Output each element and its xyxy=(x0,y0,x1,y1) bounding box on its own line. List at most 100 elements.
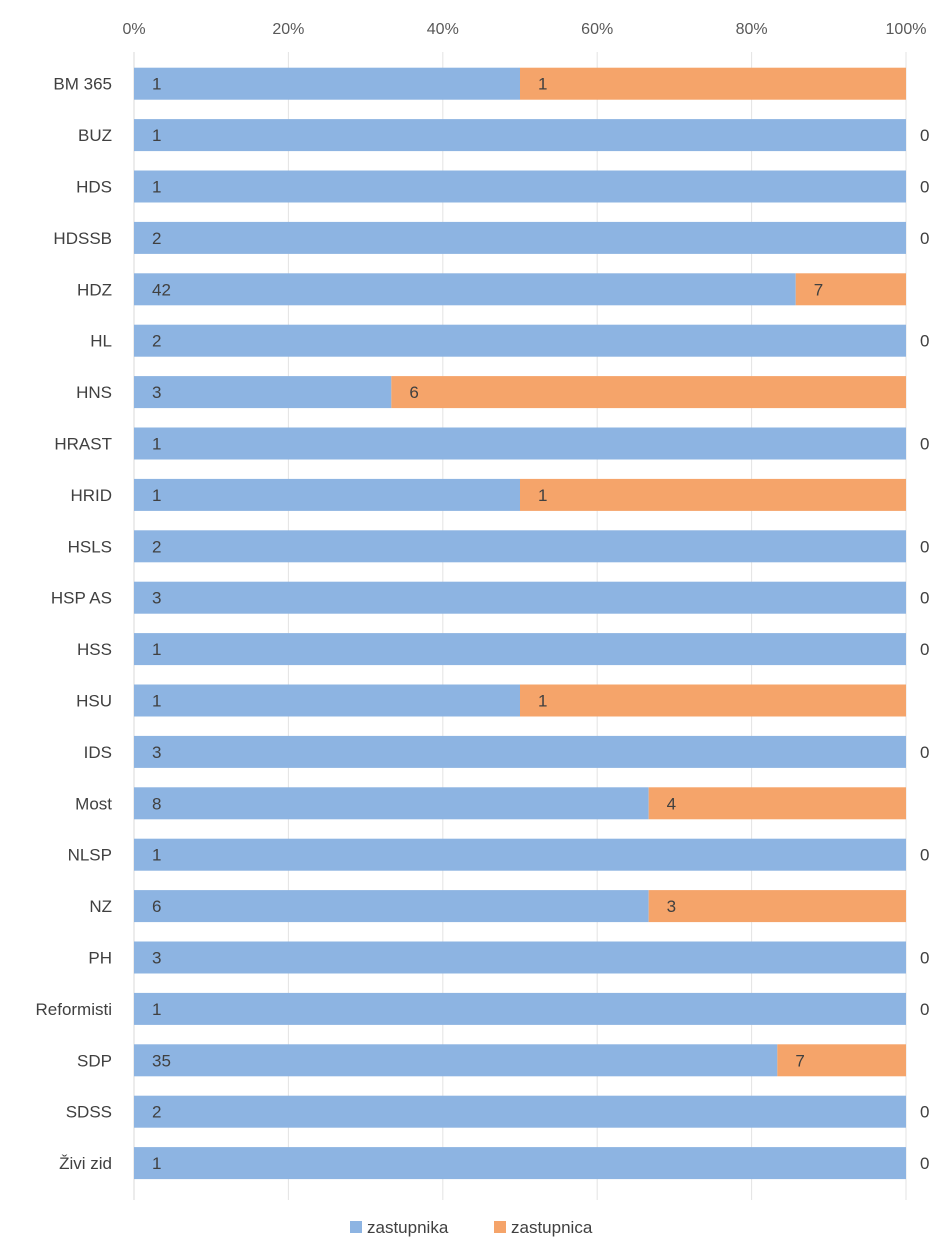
x-tick-label: 60% xyxy=(581,21,613,38)
data-label-zastupnica: 3 xyxy=(667,897,676,916)
bar-zastupnika xyxy=(134,1147,906,1180)
category-label: HSU xyxy=(76,692,112,711)
bar-zastupnika xyxy=(134,530,906,563)
x-tick-label: 0% xyxy=(122,21,145,38)
data-label-zastupnika: 1 xyxy=(152,1154,161,1173)
data-label-zastupnika: 3 xyxy=(152,949,161,968)
data-label-zastupnica: 0 xyxy=(920,640,929,659)
category-label: Most xyxy=(75,794,112,813)
category-label: BUZ xyxy=(78,126,112,145)
bar-zastupnika xyxy=(134,838,906,871)
bar-zastupnika xyxy=(134,324,906,357)
data-label-zastupnika: 2 xyxy=(152,537,161,556)
data-label-zastupnika: 2 xyxy=(152,229,161,248)
category-label: IDS xyxy=(84,743,112,762)
legend: zastupnika zastupnica xyxy=(350,1218,593,1237)
data-label-zastupnica: 0 xyxy=(920,178,929,197)
bar-zastupnica xyxy=(648,787,906,820)
category-label: HDSSB xyxy=(53,229,112,248)
data-label-zastupnica: 0 xyxy=(920,1154,929,1173)
category-labels: BM 365 BUZ HDS HDSSB HDZ HL HNS HRAST HRID HSLS HS… xyxy=(35,75,112,1173)
category-label: NLSP xyxy=(68,846,112,865)
data-label-zastupnika: 1 xyxy=(152,1000,161,1019)
category-label: HSLS xyxy=(68,537,112,556)
data-label-zastupnica: 0 xyxy=(920,743,929,762)
x-tick-label: 80% xyxy=(736,21,768,38)
bar-zastupnica xyxy=(520,478,906,511)
data-label-zastupnica: 0 xyxy=(920,1103,929,1122)
data-label-zastupnica: 1 xyxy=(538,692,547,711)
data-label-zastupnika: 2 xyxy=(152,1103,161,1122)
data-label-zastupnica: 0 xyxy=(920,589,929,608)
legend-swatch-zastupnica xyxy=(494,1221,506,1233)
data-label-zastupnica: 1 xyxy=(538,75,547,94)
bar-zastupnica xyxy=(520,684,906,717)
data-labels: 1 1 1 0 1 0 2 0 42 7 2 0 3 6 1 0 1 1 2 0 3 0 1 0 1 1 3 0 8 4 1 0 6 3 3 0 1 0 3… xyxy=(152,75,929,1173)
category-label: HNS xyxy=(76,383,112,402)
category-label: NZ xyxy=(89,897,112,916)
category-label: SDP xyxy=(77,1051,112,1070)
bar-zastupnika xyxy=(134,1044,778,1077)
data-label-zastupnica: 0 xyxy=(920,435,929,454)
category-label: HRID xyxy=(70,486,112,505)
data-label-zastupnica: 0 xyxy=(920,126,929,145)
data-label-zastupnika: 2 xyxy=(152,332,161,351)
bar-zastupnica xyxy=(777,1044,906,1077)
data-label-zastupnika: 42 xyxy=(152,280,171,299)
data-label-zastupnika: 1 xyxy=(152,846,161,865)
data-label-zastupnika: 1 xyxy=(152,692,161,711)
data-label-zastupnica: 0 xyxy=(920,949,929,968)
category-label: Reformisti xyxy=(35,1000,112,1019)
data-label-zastupnika: 3 xyxy=(152,743,161,762)
category-label: HSS xyxy=(77,640,112,659)
x-tick-label: 100% xyxy=(886,21,927,38)
x-tick-label: 40% xyxy=(427,21,459,38)
bar-zastupnika xyxy=(134,273,796,306)
bar-zastupnika xyxy=(134,633,906,666)
category-label: SDSS xyxy=(66,1103,112,1122)
legend-label-zastupnika: zastupnika xyxy=(367,1218,449,1237)
data-label-zastupnica: 1 xyxy=(538,486,547,505)
data-label-zastupnika: 3 xyxy=(152,383,161,402)
bar-zastupnika xyxy=(134,427,906,460)
legend-swatch-zastupnika xyxy=(350,1221,362,1233)
category-label: HL xyxy=(90,332,112,351)
bar-zastupnika xyxy=(134,119,906,152)
bar-zastupnika xyxy=(134,581,906,614)
data-label-zastupnica: 0 xyxy=(920,229,929,248)
legend-label-zastupnica: zastupnica xyxy=(511,1218,593,1237)
bar-zastupnika xyxy=(134,941,906,974)
bar-zastupnika xyxy=(134,376,392,409)
data-label-zastupnica: 0 xyxy=(920,1000,929,1019)
data-label-zastupnika: 1 xyxy=(152,486,161,505)
category-label: HDZ xyxy=(77,280,112,299)
data-label-zastupnika: 6 xyxy=(152,897,161,916)
data-label-zastupnica: 4 xyxy=(667,794,676,813)
data-label-zastupnika: 1 xyxy=(152,178,161,197)
data-label-zastupnika: 1 xyxy=(152,126,161,145)
bar-zastupnika xyxy=(134,992,906,1025)
data-label-zastupnica: 7 xyxy=(795,1051,804,1070)
category-label: HDS xyxy=(76,178,112,197)
data-label-zastupnika: 3 xyxy=(152,589,161,608)
bar-zastupnica xyxy=(391,376,906,409)
bar-zastupnika xyxy=(134,67,520,100)
category-label: Živi zid xyxy=(59,1154,112,1173)
data-label-zastupnika: 1 xyxy=(152,640,161,659)
bar-zastupnika xyxy=(134,1095,906,1128)
data-label-zastupnica: 0 xyxy=(920,846,929,865)
data-label-zastupnica: 0 xyxy=(920,332,929,351)
bar-zastupnika xyxy=(134,221,906,254)
bar-zastupnica xyxy=(648,890,906,923)
bar-zastupnika xyxy=(134,684,520,717)
data-label-zastupnica: 6 xyxy=(409,383,418,402)
x-tick-label: 20% xyxy=(272,21,304,38)
bars xyxy=(134,67,906,1180)
bar-zastupnika xyxy=(134,890,649,923)
data-label-zastupnika: 35 xyxy=(152,1051,171,1070)
x-axis-ticks: 0% 20% 40% 60% 80% 100% xyxy=(122,21,926,38)
data-label-zastupnika: 1 xyxy=(152,435,161,454)
data-label-zastupnika: 8 xyxy=(152,794,161,813)
bar-zastupnica xyxy=(520,67,906,100)
